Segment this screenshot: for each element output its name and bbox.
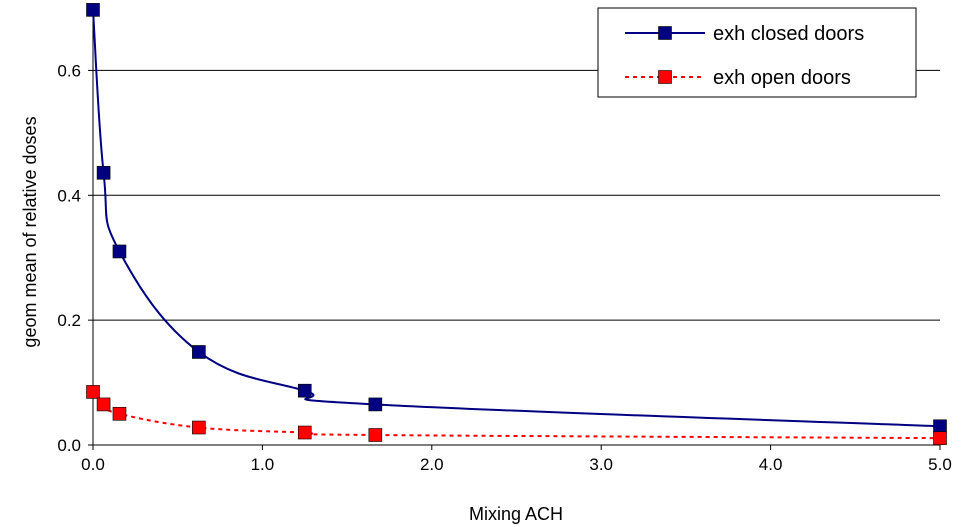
- y-axis-title: geom mean of relative doses: [20, 116, 40, 347]
- data-point-marker: [86, 385, 100, 399]
- data-point-marker: [96, 166, 111, 180]
- data-point-marker: [933, 419, 947, 434]
- series-line: [92, 391, 941, 440]
- y-tick-label: 0.4: [57, 186, 81, 205]
- series: [86, 3, 947, 445]
- legend-label: exh open doors: [713, 67, 851, 89]
- x-axis-title: Mixing ACH: [469, 504, 563, 524]
- y-tick-label: 0.0: [57, 436, 81, 455]
- legend-label: exh closed doors: [713, 23, 864, 45]
- legend-box: [597, 7, 917, 98]
- series-1: [86, 385, 947, 445]
- axes: [88, 8, 941, 450]
- data-point-marker: [297, 383, 312, 398]
- x-tick-label: 4.0: [759, 455, 783, 474]
- data-point-marker: [368, 397, 383, 412]
- legend: exh closed doors exh open doors: [597, 7, 917, 98]
- legend-marker: [658, 70, 672, 84]
- data-point-marker: [192, 345, 206, 359]
- data-point-marker: [112, 406, 127, 421]
- data-point-marker: [933, 431, 947, 445]
- tick-labels: 0.0 0.2 0.4 0.6 0.0 1.0 2.0 3.0 4.0 5.0: [57, 61, 951, 474]
- x-tick-label: 1.0: [251, 455, 275, 474]
- data-point-marker: [96, 397, 111, 412]
- x-tick-label: 2.0: [420, 455, 444, 474]
- x-tick-label: 5.0: [928, 455, 952, 474]
- data-point-marker: [86, 3, 100, 17]
- data-point-marker: [192, 420, 206, 435]
- series-0: [86, 3, 947, 434]
- data-point-marker: [368, 428, 383, 442]
- gridlines: [93, 69, 940, 321]
- data-point-marker: [112, 244, 127, 259]
- x-tick-label: 3.0: [589, 455, 613, 474]
- y-tick-label: 0.6: [57, 61, 81, 80]
- legend-marker: [658, 26, 672, 40]
- x-tick-label: 0.0: [81, 455, 105, 474]
- data-point-marker: [297, 425, 312, 440]
- y-tick-label: 0.2: [57, 311, 81, 330]
